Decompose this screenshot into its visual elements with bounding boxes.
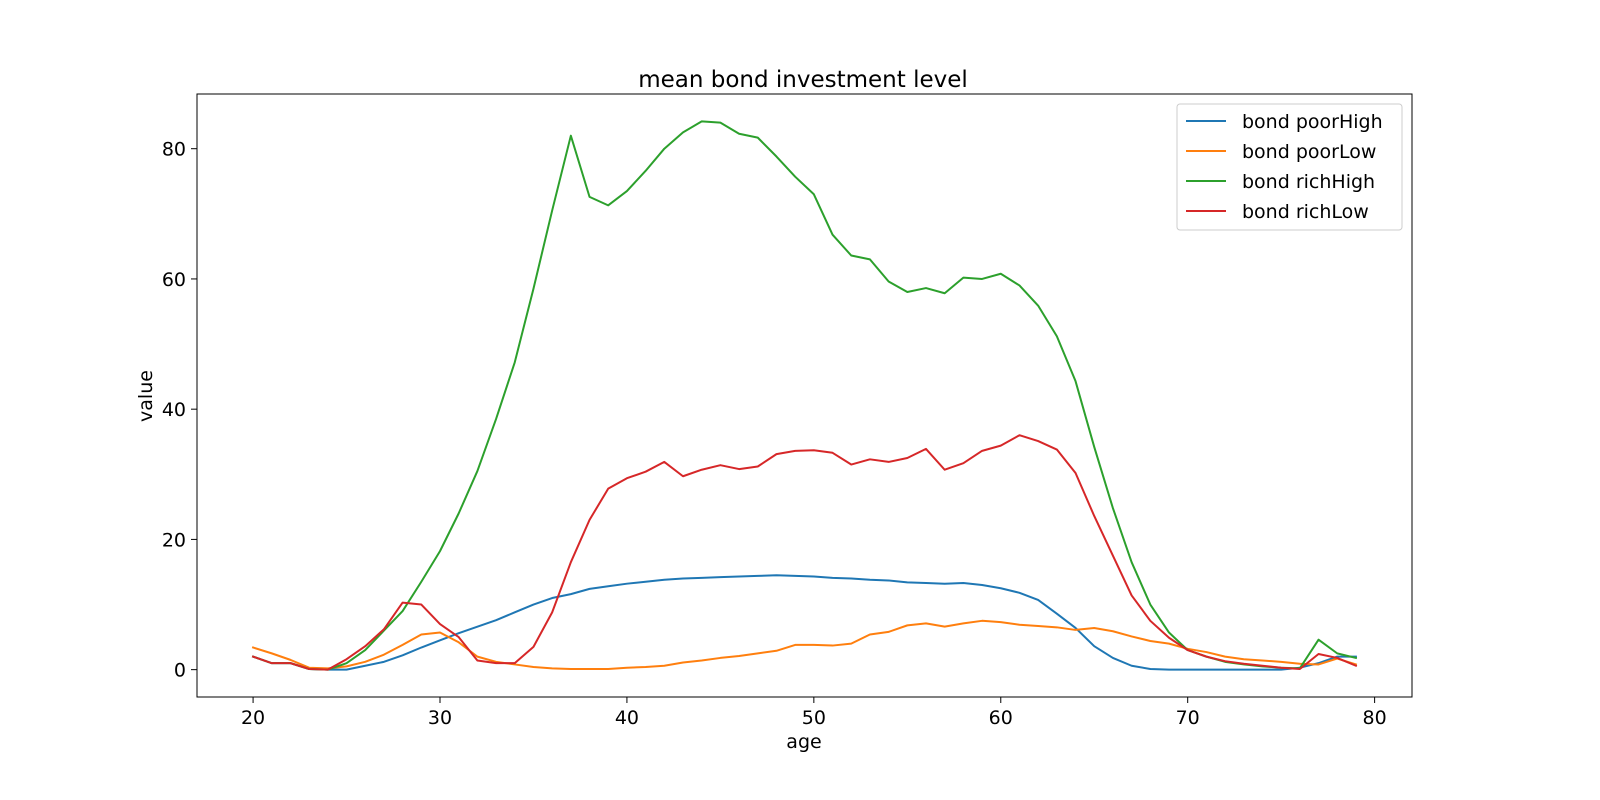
plot-frame — [196, 93, 1413, 698]
y-tick-label: 60 — [162, 269, 186, 291]
x-tick-label: 70 — [1176, 707, 1200, 729]
x-tick-label: 60 — [989, 707, 1013, 729]
legend-label-bond-richhigh: bond richHigh — [1242, 171, 1375, 193]
x-tick-label: 50 — [802, 707, 826, 729]
x-tick-label: 80 — [1363, 707, 1387, 729]
legend: bond poorHigh bond poorLow bond richHigh bo… — [1176, 103, 1403, 231]
y-tick-label: 80 — [162, 139, 186, 161]
x-axis: 20 30 40 50 60 70 80 — [241, 697, 1387, 729]
y-tick-label: 40 — [162, 399, 186, 421]
y-tick-label: 20 — [162, 529, 186, 551]
series-line-bond-poorlow — [251, 619, 1358, 670]
chart-title: mean bond investment level — [638, 67, 968, 93]
y-axis-label: value — [135, 370, 157, 422]
series-line-bond-richlow — [251, 434, 1358, 671]
legend-box — [1176, 103, 1403, 231]
x-axis-label: age — [786, 731, 821, 753]
y-axis: 0 20 40 60 80 — [162, 139, 197, 682]
x-tick-label: 40 — [615, 707, 639, 729]
x-tick-label: 20 — [241, 707, 265, 729]
x-tick-label: 30 — [428, 707, 452, 729]
legend-entries: bond poorHigh bond poorLow bond richHigh bo… — [1186, 111, 1383, 223]
y-tick-label: 0 — [174, 660, 186, 682]
series-layer — [251, 120, 1358, 671]
legend-label-bond-poorlow: bond poorLow — [1242, 141, 1376, 163]
series-line-bond-richhigh — [251, 120, 1358, 671]
legend-label-bond-poorhigh: bond poorHigh — [1242, 111, 1383, 133]
legend-label-bond-richlow: bond richLow — [1242, 201, 1369, 223]
series-line-bond-poorhigh — [251, 574, 1357, 671]
